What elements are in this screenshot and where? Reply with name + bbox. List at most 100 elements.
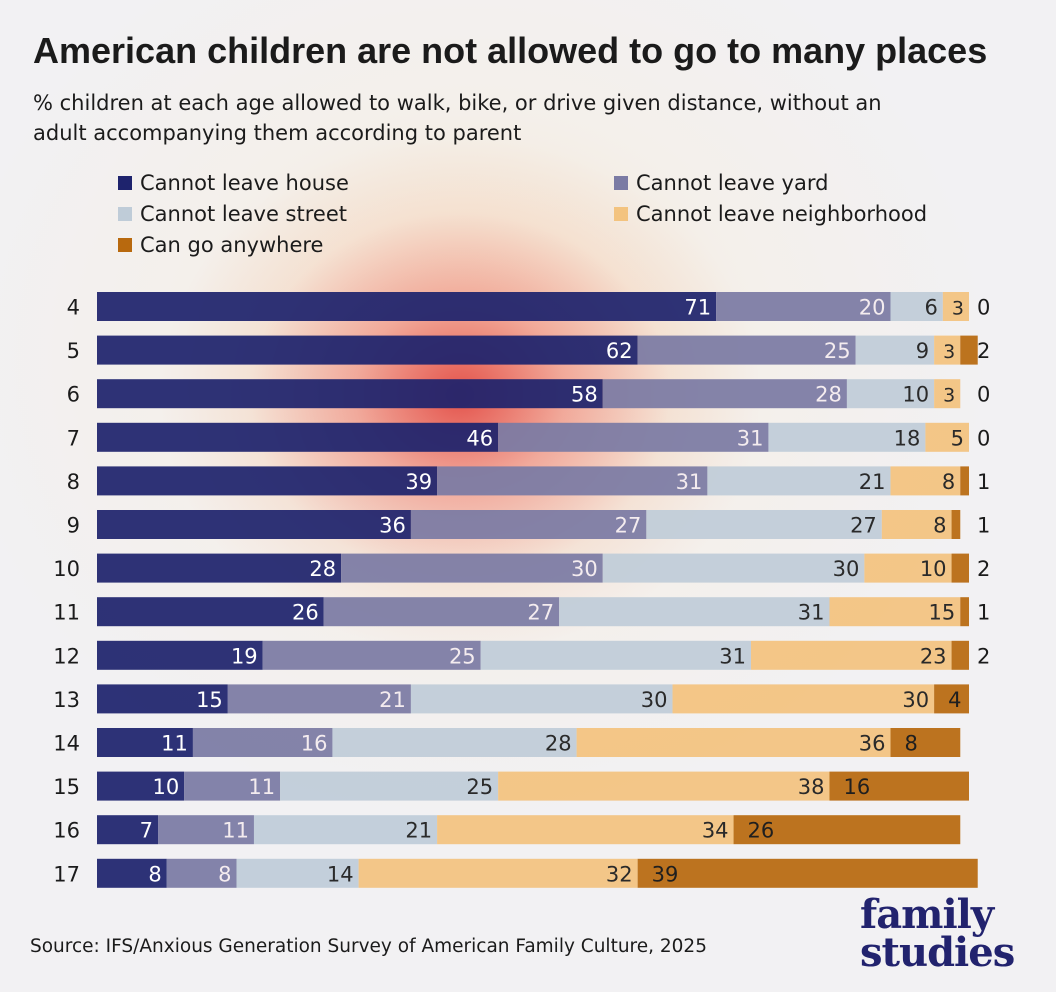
legend-item-can-go-anywhere: Can go anywhere: [118, 230, 323, 260]
bar-segment: [925, 422, 969, 452]
bar-segment: [960, 597, 969, 627]
data-label: 4: [948, 688, 961, 712]
bar-segment: [97, 553, 342, 583]
category-label: 16: [53, 819, 80, 843]
data-label: 23: [920, 644, 947, 668]
chart-title: American children are not allowed to go …: [33, 30, 988, 71]
category-label: 13: [53, 688, 80, 712]
bar-segment: [637, 335, 856, 365]
bar-segment: [934, 684, 969, 714]
legend-swatch: [118, 176, 132, 190]
category-label: 11: [53, 601, 80, 625]
data-label: 11: [222, 819, 249, 843]
legend-swatch: [118, 207, 132, 221]
legend-swatch: [614, 176, 628, 190]
bar-segment: [960, 335, 978, 365]
data-label: 8: [218, 862, 231, 886]
bar-segment: [960, 466, 969, 496]
bar-segment: [881, 510, 952, 539]
data-label: 31: [737, 426, 764, 450]
bar-segment: [829, 597, 961, 627]
bar-segment: [166, 858, 237, 888]
logo-line-2: studies: [860, 929, 1015, 976]
data-label: 2: [977, 557, 990, 581]
bar-segment: [951, 640, 969, 670]
legend-label: Cannot leave house: [140, 171, 349, 195]
data-label: 3: [943, 341, 955, 363]
legend-label: Cannot leave street: [140, 202, 347, 226]
data-label: 26: [292, 601, 319, 625]
bar-segment: [341, 553, 603, 583]
data-label: 2: [977, 644, 990, 668]
data-label: 18: [894, 426, 921, 450]
data-label: 62: [606, 339, 633, 363]
bar-segment: [829, 771, 969, 801]
data-label: 27: [850, 514, 877, 538]
bar-segment: [97, 815, 159, 845]
legend-item-cannot-leave-neighborhood: Cannot leave neighborhood: [614, 199, 927, 229]
data-label: 31: [676, 470, 703, 494]
bar-segment: [890, 466, 961, 496]
legend-label: Can go anywhere: [140, 233, 324, 257]
data-label: 0: [977, 426, 990, 450]
bar-segment: [97, 466, 438, 496]
chart-subtitle: % children at each age allowed to walk, …: [33, 91, 882, 145]
bar-segment: [646, 510, 882, 539]
bar-segment: [498, 422, 769, 452]
data-label: 32: [606, 862, 633, 886]
legend-item-cannot-leave-street: Cannot leave street: [118, 199, 347, 229]
data-label: 3: [952, 298, 964, 320]
legend-item-cannot-leave-house: Cannot leave house: [118, 168, 349, 198]
legend-item-cannot-leave-yard: Cannot leave yard: [614, 168, 828, 198]
bar-segment: [951, 553, 969, 583]
bar-segment: [332, 728, 577, 757]
data-label: 2: [977, 339, 990, 363]
bar-segment: [498, 771, 830, 801]
data-label: 8: [905, 732, 918, 756]
bar-segment: [97, 335, 638, 365]
bar-segment: [934, 379, 961, 409]
data-label: 1: [977, 514, 990, 538]
bar-segment: [253, 815, 438, 845]
bar-segment: [707, 466, 891, 496]
bar-segment: [97, 640, 263, 670]
data-label: 11: [161, 732, 188, 756]
bar-segment: [716, 292, 891, 321]
data-label: 21: [405, 819, 432, 843]
data-label: 30: [902, 688, 929, 712]
category-label: 10: [53, 557, 80, 581]
bar-segment: [846, 379, 935, 409]
category-label: 4: [67, 296, 80, 320]
bar-segment: [855, 335, 935, 365]
data-label: 30: [833, 557, 860, 581]
bar-segment: [751, 640, 952, 670]
data-label: 27: [615, 514, 642, 538]
legend-label: Cannot leave neighborhood: [636, 202, 928, 226]
category-label: 14: [53, 732, 80, 756]
data-label: 46: [466, 426, 493, 450]
data-label: 8: [942, 470, 955, 494]
data-label: 8: [148, 862, 161, 886]
category-label: 5: [67, 339, 80, 363]
bar-segment: [437, 466, 708, 496]
bar-segment: [262, 640, 481, 670]
bar-segment: [733, 815, 961, 845]
bar-segment: [97, 422, 499, 452]
data-label: 11: [248, 775, 275, 799]
data-label: 6: [924, 296, 937, 320]
data-label: 25: [449, 644, 476, 668]
data-label: 28: [545, 732, 572, 756]
data-label: 1: [977, 470, 990, 494]
bar-segment: [97, 771, 185, 801]
data-label: 28: [309, 557, 336, 581]
data-label: 34: [702, 819, 729, 843]
data-label: 3: [943, 385, 955, 407]
bar-segment: [890, 292, 943, 321]
bar-segment: [97, 684, 228, 714]
bar-segment: [236, 858, 359, 888]
category-label: 7: [67, 426, 80, 450]
data-label: 36: [379, 514, 406, 538]
legend-swatch: [614, 207, 628, 221]
bar-segment: [97, 728, 193, 757]
data-label: 30: [571, 557, 598, 581]
